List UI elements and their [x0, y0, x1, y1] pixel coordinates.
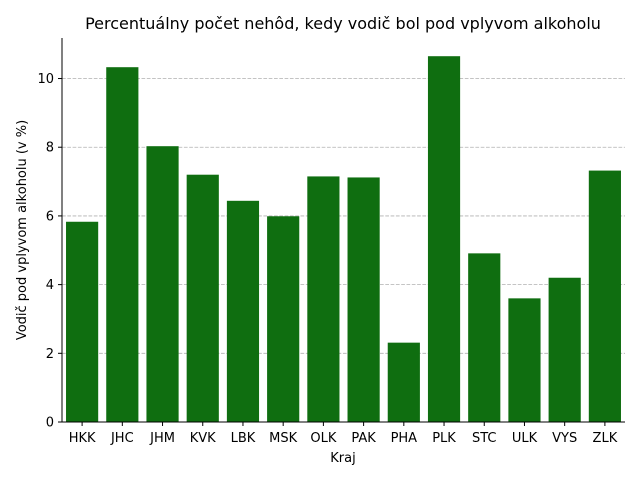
x-tick-label: JHM — [149, 431, 175, 446]
chart-title: Percentuálny počet nehôd, kedy vodič bol… — [85, 14, 601, 33]
x-tick-label: STC — [472, 431, 497, 446]
x-tick-label: OLK — [310, 431, 336, 446]
x-tick-label: KVK — [190, 431, 216, 446]
x-tick-label: PHA — [391, 431, 418, 446]
bar-jhm — [146, 146, 179, 422]
bar-lbk — [226, 200, 260, 422]
bar-plk — [427, 56, 461, 423]
x-axis-label: Kraj — [330, 451, 355, 466]
y-ticks: 0 2 4 6 8 10 — [37, 72, 62, 431]
y-tick-label: 10 — [37, 72, 54, 87]
x-tick-label: ZLK — [593, 431, 618, 446]
bar-zlk — [588, 170, 621, 422]
bar-jhc — [106, 67, 139, 422]
y-tick-label: 6 — [46, 209, 54, 224]
x-tick-label: HKK — [69, 431, 96, 446]
x-tick-label: ULK — [512, 431, 538, 446]
y-tick-label: 8 — [46, 141, 54, 156]
x-tick-label: MSK — [269, 431, 297, 446]
bar-olk — [307, 176, 340, 422]
x-ticks: HKK JHC JHM KVK LBK MSK OLK PAK PHA PLK STC ULK VYS Z… — [69, 422, 618, 446]
y-axis-label: Vodič pod vplyvom alkoholu (v %) — [15, 120, 30, 340]
y-tick-label: 0 — [46, 416, 54, 431]
bar-msk — [267, 216, 300, 422]
bar-vys — [548, 277, 581, 422]
y-tick-label: 4 — [46, 278, 54, 293]
axes — [61, 38, 625, 423]
bar-pha — [387, 342, 420, 422]
x-tick-label: LBK — [231, 431, 256, 446]
bar-hkk — [66, 221, 99, 422]
bar-pak — [347, 177, 380, 422]
bar-stc — [468, 253, 501, 422]
bar-kvk — [186, 174, 219, 422]
y-tick-label: 2 — [46, 347, 54, 362]
x-tick-label: PAK — [351, 431, 376, 446]
bars — [66, 56, 621, 423]
x-tick-label: JHC — [110, 431, 134, 446]
x-tick-label: PLK — [432, 431, 456, 446]
x-tick-label: VYS — [552, 431, 577, 446]
bar-ulk — [508, 298, 541, 422]
